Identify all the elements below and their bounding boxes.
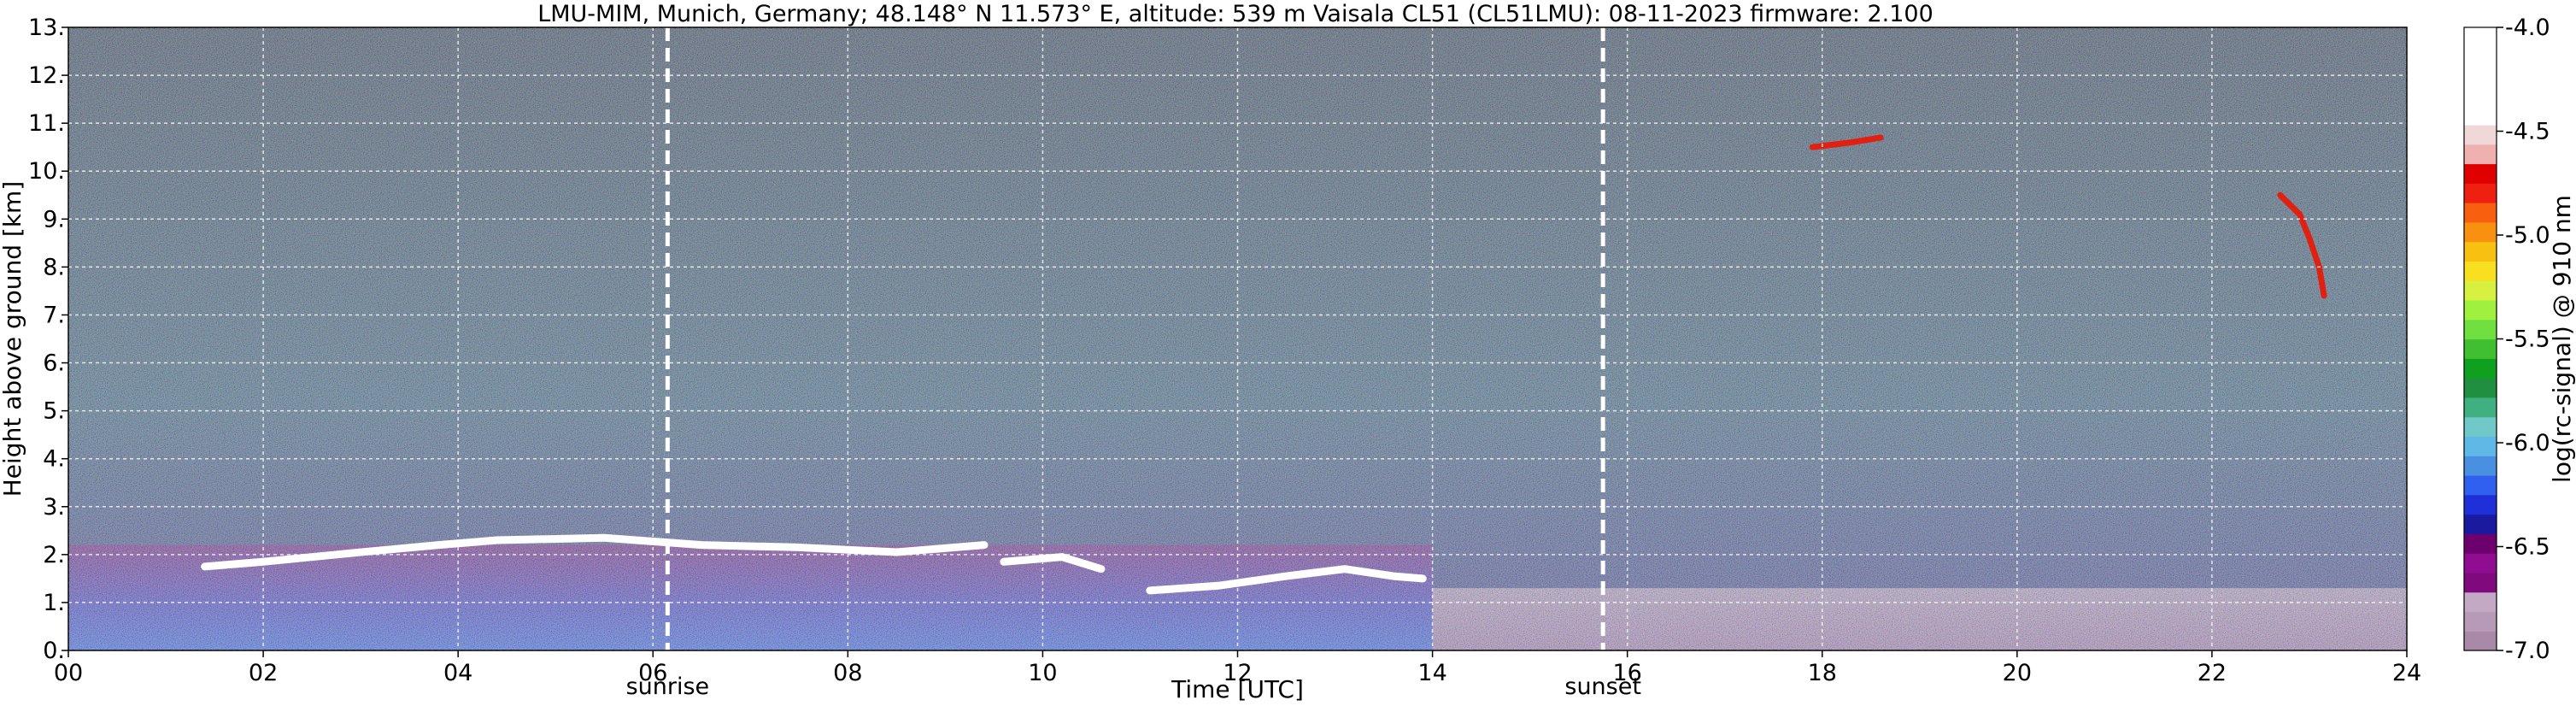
colorbar-segment: [2464, 319, 2497, 340]
colorbar-tick-label: -7.0: [2505, 638, 2550, 664]
event-lines: [665, 27, 1605, 650]
feature-boundary: [1146, 565, 1427, 595]
colorbar-segment: [2464, 261, 2497, 281]
y-tick-label: 8.: [43, 254, 65, 280]
colorbar-segment: [2464, 572, 2497, 593]
colorbar-segment: [2464, 416, 2497, 438]
colorbar-segment: [2464, 46, 2497, 68]
x-tick-label: 06: [638, 660, 667, 686]
colorbar-segment: [2464, 474, 2497, 496]
x-tick-label: 14: [1417, 660, 1446, 686]
colorbar-tick-label: -4.0: [2505, 15, 2550, 41]
colorbar-segment: [2464, 514, 2497, 534]
y-tick-label: 2.: [43, 542, 65, 568]
colorbar-segment: [2464, 183, 2497, 203]
colorbar-segment: [2464, 378, 2497, 398]
y-tick-label: 4.: [43, 446, 65, 473]
y-axis-label: Height above ground [km]: [0, 181, 26, 497]
colorbar-segment: [2464, 494, 2497, 515]
x-tick-label: 04: [443, 660, 472, 686]
colorbar-segment: [2464, 221, 2497, 243]
colorbar-segment: [2464, 124, 2497, 145]
colorbar-segment: [2464, 27, 2497, 48]
colorbar-segment: [2464, 533, 2497, 554]
colorbar-tick-label: -4.5: [2505, 119, 2550, 145]
colorbar-segment: [2464, 611, 2497, 632]
x-tick-label: 02: [249, 660, 278, 686]
y-tick-label: 7.: [43, 302, 65, 328]
y-tick-label: 3.: [43, 494, 65, 521]
colorbar-tick-label: -6.5: [2505, 534, 2550, 561]
y-tick-label: 9.: [43, 206, 65, 232]
y-tick-label: 0.: [43, 638, 65, 664]
x-tick-label: 20: [2003, 660, 2032, 686]
colorbar-segment: [2464, 436, 2497, 456]
colorbar-tick-label: -5.0: [2505, 222, 2550, 249]
colorbar-segment: [2464, 203, 2497, 223]
x-tick-label: 18: [1808, 660, 1837, 686]
x-tick-label: 22: [2198, 660, 2227, 686]
colorbar: -4.0 -4.5 -5.0 -5.5 -6.0 -6.5 -7.0: [2463, 15, 2550, 664]
y-tick-label: 12.: [28, 62, 65, 89]
feature-boundary: [1000, 553, 1106, 574]
x-tick-label: 00: [54, 660, 83, 686]
colorbar-segment: [2464, 241, 2497, 262]
colorbar-segment: [2464, 299, 2497, 321]
colorbar-segment: [2464, 591, 2497, 613]
colorbar-segment: [2464, 85, 2497, 106]
x-tick-label: 12: [1223, 660, 1252, 686]
colorbar-segment: [2464, 631, 2497, 651]
colorbar-segment: [2464, 553, 2497, 574]
x-tick-label: 10: [1028, 660, 1057, 686]
feature-cirrus: [1809, 134, 1884, 150]
x-tick-label: 24: [2392, 660, 2421, 686]
x-tick-label: 08: [833, 660, 862, 686]
grid-lines: [68, 27, 2407, 650]
colorbar-label: log(rc-signal) @ 910 nm: [2548, 195, 2576, 483]
event-label-sunset: sunset: [1564, 674, 1641, 700]
y-tick-label: 11.: [28, 110, 65, 137]
x-tick-label: 16: [1612, 660, 1641, 686]
y-tick-label: 13.: [28, 15, 65, 41]
x-axis: 00 02 04 06 08 10 12 14 16 18 20 22 24: [54, 650, 2421, 686]
colorbar-tick-label: -6.0: [2505, 430, 2550, 456]
y-tick-label: 6.: [43, 350, 65, 377]
colorbar-segment: [2464, 66, 2497, 86]
y-tick-label: 5.: [43, 398, 65, 425]
colorbar-segment: [2464, 397, 2497, 418]
feature-cirrus: [2277, 191, 2327, 299]
colorbar-segment: [2464, 163, 2497, 184]
colorbar-segment: [2464, 358, 2497, 379]
colorbar-segment: [2464, 338, 2497, 359]
y-tick-label: 1.: [43, 590, 65, 616]
chart-title: LMU-MIM, Munich, Germany; 48.148° N 11.5…: [537, 1, 1933, 27]
colorbar-segment: [2464, 105, 2497, 126]
y-tick-label: 10.: [28, 158, 65, 185]
colorbar-segment: [2464, 280, 2497, 301]
colorbar-segment: [2464, 456, 2497, 476]
x-axis-label: Time [UTC]: [1171, 675, 1304, 703]
y-axis: 0. 1. 2. 3. 4. 5. 6. 7. 8. 9. 10. 11. 12. 13.: [28, 15, 68, 664]
colorbar-segment: [2464, 144, 2497, 165]
colorbar-tick-label: -5.5: [2505, 327, 2550, 353]
event-labels: sunrise sunset: [626, 674, 1641, 700]
plot-area: [68, 27, 2407, 650]
event-label-sunrise: sunrise: [626, 674, 710, 700]
